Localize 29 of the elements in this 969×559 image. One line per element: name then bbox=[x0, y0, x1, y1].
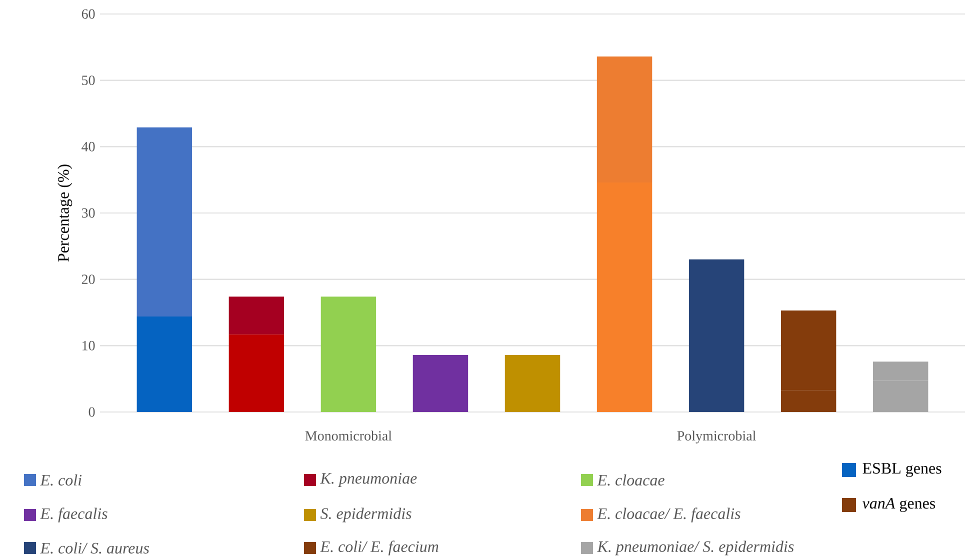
bar bbox=[412, 354, 468, 412]
legend-label: K. pneumoniae/ S. epidermidis bbox=[597, 540, 794, 556]
bar bbox=[504, 354, 560, 412]
legend-label: vanA genes bbox=[862, 498, 936, 512]
legend-label: E. cloacae bbox=[597, 474, 664, 486]
bar bbox=[136, 316, 192, 412]
legend-label: K. pneumoniae bbox=[320, 472, 417, 487]
bar bbox=[228, 296, 284, 334]
legend-label: E. coli/ S. aureus bbox=[40, 542, 149, 554]
legend-label: E. coli/ E. faecium bbox=[320, 540, 438, 556]
legend-label: ESBL genes bbox=[862, 462, 942, 478]
x-tick-label: Monomicrobial bbox=[305, 430, 392, 441]
y-tick-label: 20 bbox=[82, 274, 95, 284]
legend-label: E. coli bbox=[40, 474, 82, 486]
bar bbox=[228, 334, 284, 412]
legend-label: S. epidermidis bbox=[320, 508, 412, 522]
y-tick-label: 60 bbox=[82, 9, 95, 19]
x-tick-label: Polymicrobial bbox=[677, 430, 756, 444]
y-tick-label: 50 bbox=[82, 76, 95, 86]
y-tick-label: 30 bbox=[82, 208, 95, 218]
y-tick-label: 0 bbox=[88, 407, 95, 417]
y-tick-label: 10 bbox=[82, 340, 95, 350]
bar bbox=[688, 259, 744, 412]
y-axis-title: Percentage (%) bbox=[58, 164, 72, 262]
bar bbox=[136, 127, 192, 316]
legend-label: E. faecalis bbox=[40, 508, 108, 522]
legend-label: E. cloacae/ E. faecalis bbox=[597, 508, 740, 522]
y-tick-label: 40 bbox=[82, 142, 95, 152]
bar bbox=[320, 296, 376, 412]
